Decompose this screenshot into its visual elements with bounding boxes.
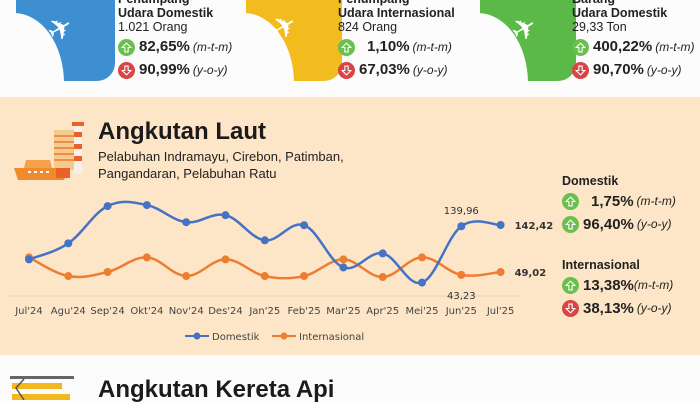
sea-section-subtitle: Pelabuhan Indramayu, Cirebon, Patimban, …: [98, 149, 344, 181]
port-ship-icon: [14, 122, 84, 180]
data-point: [142, 201, 151, 210]
x-tick-label: Apr'25: [366, 306, 399, 317]
arrow-down-icon: [572, 61, 589, 79]
data-point: [64, 272, 73, 281]
x-tick-label: Jan'25: [248, 306, 280, 317]
data-point: [457, 270, 466, 279]
x-tick-label: Des'24: [208, 306, 243, 317]
data-point: [300, 221, 309, 230]
yoy-stat: 90,99% (y-o-y): [118, 60, 232, 80]
x-tick-label: Agu'24: [51, 306, 86, 317]
data-label: 142,42: [515, 221, 554, 232]
legend-label: Internasional: [299, 332, 364, 343]
yoy-stat: 67,03% (y-o-y): [338, 60, 455, 80]
legend-marker: [193, 332, 201, 340]
data-point: [260, 236, 269, 245]
card-icon-bg-yellow: [244, 0, 342, 83]
x-tick-label: Mei'25: [405, 306, 438, 317]
data-point: [418, 253, 426, 262]
data-point: [339, 263, 348, 272]
data-label: 49,02: [515, 268, 547, 279]
data-point: [182, 272, 191, 281]
x-tick-label: Mar'25: [326, 306, 360, 317]
rail-icon: [10, 376, 74, 400]
x-tick-label: Okt'24: [130, 306, 163, 317]
data-point: [221, 211, 230, 220]
sea-transport-section: [0, 97, 700, 355]
data-point: [300, 272, 309, 281]
rail-transport-section: [0, 355, 700, 400]
card-heading-1: Barang: [572, 0, 695, 6]
data-point: [64, 239, 73, 248]
legend-marker: [280, 332, 288, 340]
data-point: [378, 249, 387, 258]
data-point: [221, 255, 230, 264]
card-heading-2: Udara Domestik: [118, 6, 214, 20]
sea-section-title: Angkutan Laut: [98, 118, 266, 145]
arrow-up-icon: [118, 38, 135, 56]
arrow-up-icon: [572, 38, 589, 56]
x-tick-label: Sep'24: [90, 306, 124, 317]
data-point: [418, 278, 426, 287]
x-tick-label: Jul'25: [486, 306, 515, 317]
arrow-down-icon: [118, 61, 135, 79]
yoy-stat: 90,70% (y-o-y): [572, 60, 695, 80]
x-tick-label: Nov'24: [169, 306, 204, 317]
card-penumpang-internasional: Penumpang Udara Internasional 824 Orang …: [338, 0, 455, 80]
x-tick-label: Jun'25: [445, 306, 477, 317]
card-heading-2: Udara Internasional: [338, 6, 455, 20]
x-tick-label: Feb'25: [288, 306, 321, 317]
domestik-stats: Domestik 1,75% (m-t-m) 96,40% (y-o-y): [562, 174, 676, 233]
card-icon-bg-blue: [14, 0, 115, 83]
data-point: [182, 218, 191, 227]
legend-label: Domestik: [212, 332, 260, 343]
data-point: [25, 255, 33, 264]
data-point: [103, 268, 112, 277]
internasional-stats: Internasional 13,38% (m-t-m) 38,13% (y-o-y…: [562, 258, 674, 317]
data-point: [142, 253, 151, 262]
arrow-up-icon: [338, 38, 355, 56]
mtm-stat: 400,22% (m-t-m): [572, 37, 695, 57]
x-tick-label: Jul'24: [14, 306, 43, 317]
data-point: [496, 268, 505, 276]
data-point: [457, 222, 466, 231]
card-barang-domestik: Barang Udara Domestik 29,33 Ton 400,22%(…: [572, 0, 695, 80]
data-point: [496, 221, 505, 229]
arrow-up-icon: [562, 276, 579, 294]
mtm-stat: 1,10% (m-t-m): [338, 37, 455, 57]
card-value: 29,33 Ton: [572, 20, 627, 34]
card-heading-1: Penumpang: [118, 0, 232, 6]
card-icon-bg-green: [478, 0, 576, 83]
data-point: [103, 202, 112, 211]
data-label: 139,96: [444, 206, 479, 217]
mtm-stat: 82,65% (m-t-m): [118, 37, 232, 57]
arrow-up-icon: [562, 192, 579, 210]
card-value: 1.021 Orang: [118, 20, 188, 34]
card-penumpang-domestik: Penumpang Udara Domestik 1.021 Orang 82,…: [118, 0, 232, 80]
card-heading-1: Penumpang: [338, 0, 455, 6]
data-point: [260, 272, 269, 281]
arrow-down-icon: [338, 61, 355, 79]
card-value: 824 Orang: [338, 20, 398, 34]
data-point: [339, 255, 348, 264]
card-heading-2: Udara Domestik: [572, 6, 668, 20]
arrow-down-icon: [562, 299, 579, 317]
rail-section-title: Angkutan Kereta Api: [98, 376, 335, 403]
data-label: 43,23: [447, 291, 476, 302]
arrow-up-icon: [562, 215, 579, 233]
sea-transport-line-chart: Jul'24 Agu'24 Sep'24 Okt'24 Nov'24 Des'24 Jan'…: [8, 200, 554, 343]
data-point: [378, 273, 387, 282]
